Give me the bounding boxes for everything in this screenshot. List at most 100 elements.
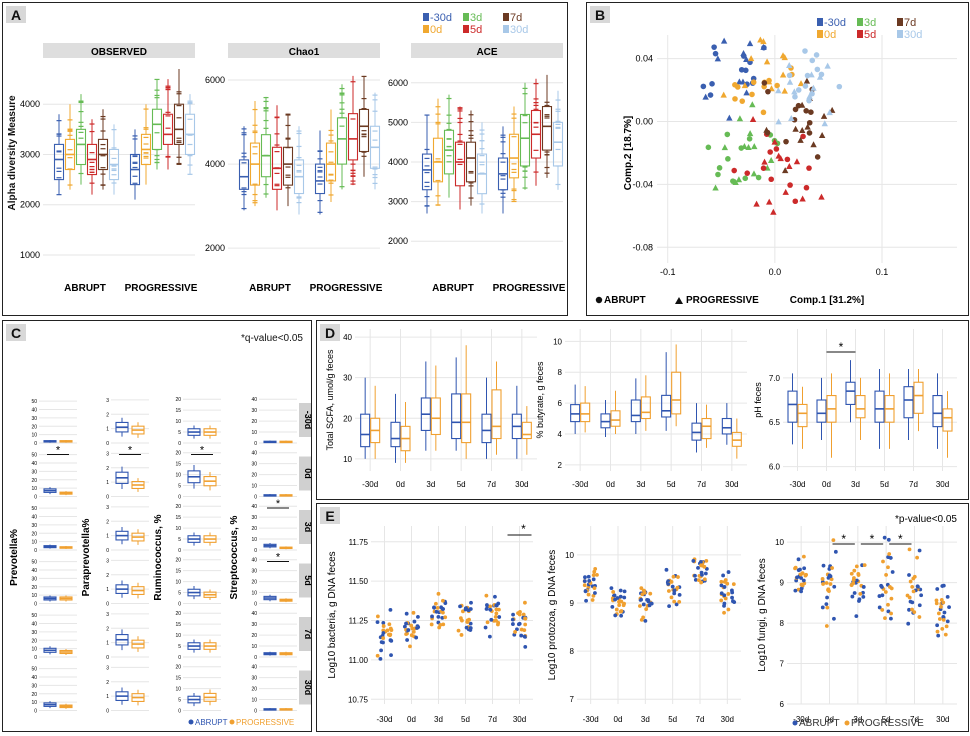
y-tick-label: 20: [31, 585, 37, 591]
y-tick-label: 6000: [205, 75, 225, 85]
strip-point: [644, 607, 649, 612]
strip-point: [618, 588, 623, 593]
strip-point: [389, 638, 394, 643]
box: [75, 128, 87, 166]
y-tick-label: 15: [175, 515, 181, 521]
legend-abrupt: ABRUPT: [195, 718, 228, 727]
box: [816, 399, 827, 423]
strip-point: [854, 614, 859, 619]
x-tick-label: 5d: [667, 480, 676, 489]
y-tick-label: 0: [178, 548, 181, 554]
row-strip: [299, 563, 311, 598]
scatter-point: [716, 165, 723, 171]
scatter-point: [810, 84, 817, 91]
box: [787, 390, 798, 423]
strip-point: [609, 586, 614, 591]
strip-point: [828, 582, 833, 586]
y-tick-label: 10: [31, 593, 37, 599]
strip-point: [890, 570, 895, 574]
y-tick-label: -0.08: [632, 242, 653, 252]
panel-b: B -30d 3d 7d 0d 5d 30d -0.1 0.0 0.1 0.04 0.00 -0.04 -…: [586, 2, 969, 316]
scatter-point: [804, 72, 811, 79]
strip-point: [433, 601, 438, 606]
strip-point: [852, 591, 857, 595]
scatter-point: [787, 182, 793, 188]
strip-point: [912, 610, 917, 614]
scatter-point: [791, 88, 798, 95]
y-tick-label: 6: [780, 700, 785, 709]
legend-label: 30d: [904, 29, 922, 41]
box: [454, 141, 466, 187]
strip-point: [522, 634, 527, 639]
legend-swatch: [857, 30, 863, 38]
strip-point: [412, 619, 417, 624]
scatter-point: [761, 158, 768, 165]
strip-point: [889, 616, 893, 621]
strip-point: [435, 605, 440, 610]
x-tick-label: 30d: [936, 480, 949, 489]
box: [421, 153, 433, 191]
y-tick-label: 0: [106, 655, 109, 661]
strip-point: [619, 609, 624, 613]
strip-point: [905, 593, 910, 598]
strip-point: [642, 590, 647, 595]
y-tick-label: 6: [558, 399, 563, 408]
y-tick-label: 0: [254, 441, 257, 447]
c-column-label: Prevotella%: [9, 529, 20, 586]
facet-strip: [228, 43, 380, 58]
strip-point: [820, 577, 825, 581]
strip-point: [664, 567, 669, 572]
strip-point: [489, 617, 494, 622]
strip-point: [943, 632, 948, 637]
strip-point: [725, 581, 730, 586]
strip-point: [801, 578, 806, 583]
panel-label: E: [325, 508, 334, 524]
b-ylabel: Comp.2 [18.7%]: [623, 116, 634, 190]
scatter-point: [781, 87, 788, 94]
scatter-point: [700, 83, 707, 90]
row-label: 30d: [303, 680, 311, 696]
strip-point: [934, 601, 939, 606]
strip-point: [824, 602, 829, 607]
legend-swatch: [423, 25, 429, 33]
y-tick-label: 0: [178, 602, 181, 608]
strip-point: [438, 622, 443, 627]
strip-point: [935, 587, 940, 591]
shape-legend-progressive: PROGRESSIVE: [686, 295, 759, 306]
legend-swatch: [503, 13, 509, 21]
strip-point: [436, 591, 441, 596]
strip-point: [854, 578, 859, 583]
strip-point: [411, 629, 416, 634]
x-tick-label: 3d: [636, 480, 645, 489]
y-tick-label: 20: [251, 419, 257, 425]
y-tick-label: 3: [106, 398, 109, 404]
strip-point: [700, 572, 704, 577]
scatter-point: [740, 49, 747, 56]
strip-point: [410, 626, 415, 631]
strip-point: [591, 593, 596, 598]
y-tick-label: 40: [31, 675, 37, 681]
legend-label: 0d: [824, 29, 836, 41]
strip-point: [852, 568, 857, 573]
strip-point: [722, 593, 727, 598]
box: [358, 108, 370, 153]
scatter-point: [803, 184, 810, 191]
y-tick-label: 8: [570, 647, 575, 656]
y-tick-label: 0: [254, 655, 257, 661]
y-tick-label: 20: [175, 397, 181, 403]
scatter-point: [770, 208, 777, 215]
strip-point: [614, 607, 619, 612]
strip-point: [940, 626, 945, 631]
scatter-point: [806, 130, 813, 136]
y-tick-label: 30: [31, 630, 37, 636]
y-tick-label: 40: [31, 461, 37, 467]
strip-point: [702, 564, 707, 569]
y-tick-label: 3: [106, 558, 109, 564]
scatter-point: [814, 66, 821, 73]
y-tick-label: 10: [175, 687, 181, 693]
strip-point: [693, 577, 698, 582]
scatter-point: [797, 136, 804, 143]
y-tick-label: 8: [780, 619, 785, 628]
strip-point: [719, 579, 724, 584]
strip-point: [719, 591, 724, 596]
